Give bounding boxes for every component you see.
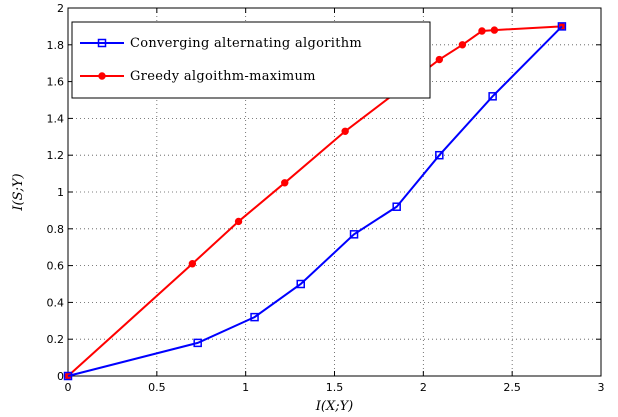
- y-tick-label: 1.2: [47, 149, 65, 162]
- data-point: [490, 26, 499, 34]
- x-tick-label: 2: [420, 381, 427, 394]
- legend-swatch-marker: [98, 72, 106, 80]
- series-line: [67, 25, 563, 377]
- y-tick-label: 1.8: [47, 39, 65, 52]
- legend: Converging alternating algorithm Greedy a…: [71, 21, 431, 99]
- x-axis-label: I(X;Y): [315, 399, 354, 414]
- data-point: [296, 279, 305, 289]
- data-point: [435, 55, 444, 64]
- data-point: [193, 338, 202, 348]
- y-tick-label: 1.6: [47, 76, 65, 89]
- data-point: [488, 92, 497, 101]
- data-point: [458, 41, 467, 49]
- legend-box: [71, 21, 431, 99]
- data-point: [557, 22, 567, 31]
- x-tick-label: 0: [65, 381, 72, 394]
- data-point: [188, 260, 197, 268]
- data-point: [349, 230, 359, 239]
- y-tick-label: 1: [57, 186, 64, 199]
- legend-item: Greedy algoithm-maximum: [80, 69, 316, 84]
- data-point: [63, 371, 73, 381]
- x-tick-label: 3: [598, 381, 605, 394]
- y-tick-label: 0: [57, 370, 64, 383]
- data-point: [435, 150, 444, 160]
- data-point: [281, 179, 289, 187]
- x-tick-label: 0.5: [148, 381, 166, 394]
- legend-label: Converging alternating algorithm: [130, 36, 362, 51]
- data-point: [392, 202, 401, 211]
- legend-label: Greedy algoithm-maximum: [130, 69, 316, 84]
- data-point: [250, 312, 259, 322]
- data-point: [234, 217, 243, 226]
- y-tick-label: 0.2: [47, 333, 65, 346]
- x-tick-label: 1: [242, 381, 249, 394]
- y-tick-label: 1.4: [47, 112, 65, 125]
- data-point: [341, 127, 349, 135]
- x-tick-label: 1.5: [326, 381, 344, 394]
- legend-swatch-marker: [97, 38, 107, 48]
- y-tick-label: 2: [57, 2, 64, 15]
- y-axis-label: I(S;Y): [11, 173, 26, 211]
- legend-item: Converging alternating algorithm: [80, 36, 362, 51]
- y-tick-label: 0.6: [47, 260, 65, 273]
- data-point: [478, 27, 486, 35]
- series-square: [63, 22, 567, 381]
- y-tick-label: 0.4: [47, 296, 65, 309]
- y-tick-label: 0.8: [47, 223, 65, 236]
- x-tick-label: 2.5: [503, 381, 521, 394]
- axis-ticks: 0 0.5 1 1.5 2 2.5 3 0 0.2 0.4 0.6 0.8 1 1.2 1.4 1.6 1.8 2: [47, 2, 605, 394]
- grid: [68, 8, 601, 376]
